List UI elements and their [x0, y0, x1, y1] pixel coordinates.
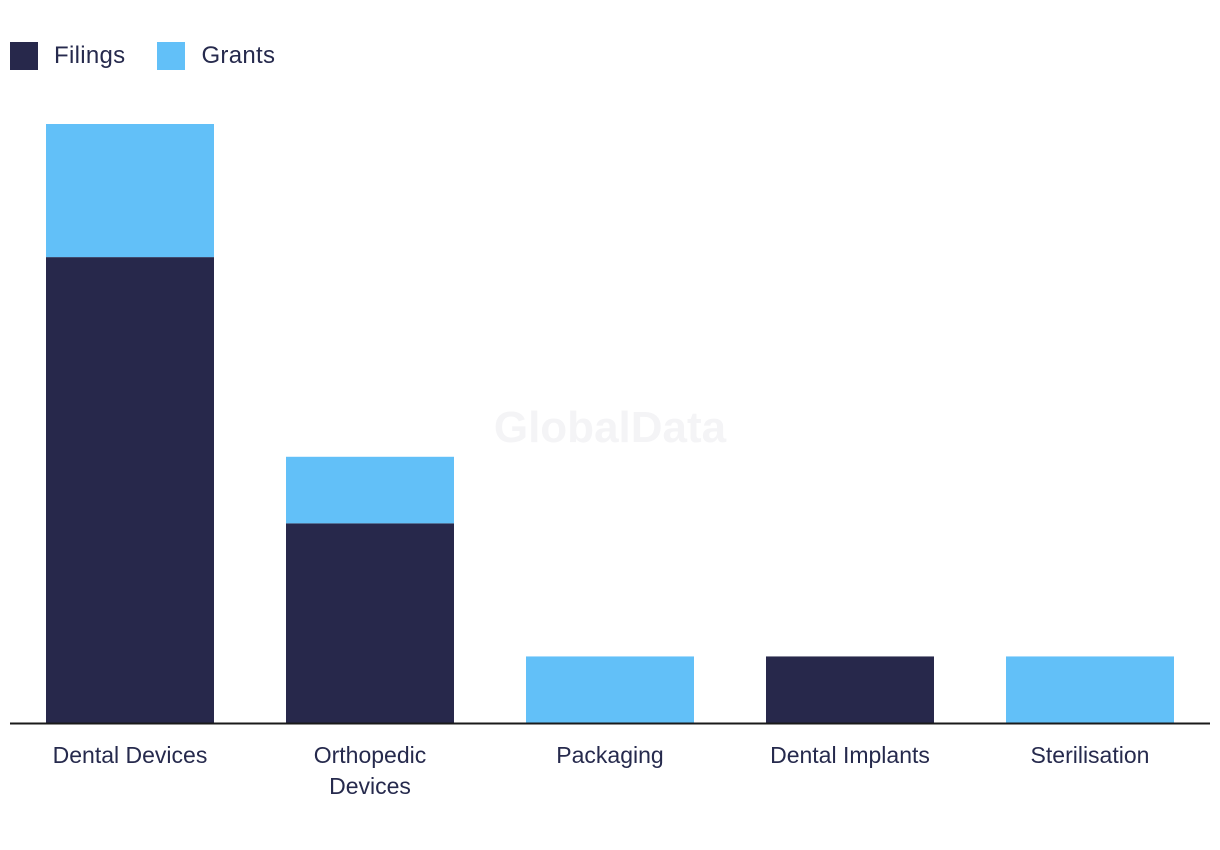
x-tick-label-line: Packaging [556, 742, 663, 768]
legend-label-filings: Filings [54, 42, 126, 69]
legend-item-filings[interactable]: Filings [10, 42, 125, 70]
bar-grants-2[interactable] [526, 656, 694, 723]
x-tick-labels: Dental Devices Orthopedic Devices Packaging… [53, 742, 1150, 799]
x-tick-label-3: Dental Implants [770, 742, 930, 768]
legend-label-grants: Grants [201, 42, 276, 69]
bar-grants-0[interactable] [46, 124, 214, 258]
x-tick-label-line: Sterilisation [1031, 742, 1150, 768]
x-tick-label-0: Dental Devices [53, 742, 208, 768]
bar-grants-1[interactable] [286, 456, 454, 524]
legend: Filings Grants [10, 42, 307, 70]
bar-filings-3[interactable] [766, 656, 934, 723]
bars-group [46, 124, 1174, 723]
watermark: GlobalData [494, 403, 727, 452]
x-tick-label-line: Devices [329, 773, 411, 799]
legend-swatch-grants [157, 42, 186, 70]
legend-swatch-filings [10, 42, 38, 70]
legend-item-grants[interactable]: Grants [157, 42, 275, 70]
x-tick-label-2: Packaging [556, 742, 663, 768]
x-tick-label-line: Dental Devices [53, 742, 208, 768]
x-tick-label-1: Orthopedic Devices [314, 742, 427, 799]
x-tick-label-line: Orthopedic [314, 742, 427, 768]
bar-grants-4[interactable] [1006, 656, 1174, 723]
bar-filings-1[interactable] [286, 523, 454, 723]
x-tick-label-4: Sterilisation [1031, 742, 1150, 768]
bar-filings-0[interactable] [46, 257, 214, 723]
x-tick-label-line: Dental Implants [770, 742, 930, 768]
